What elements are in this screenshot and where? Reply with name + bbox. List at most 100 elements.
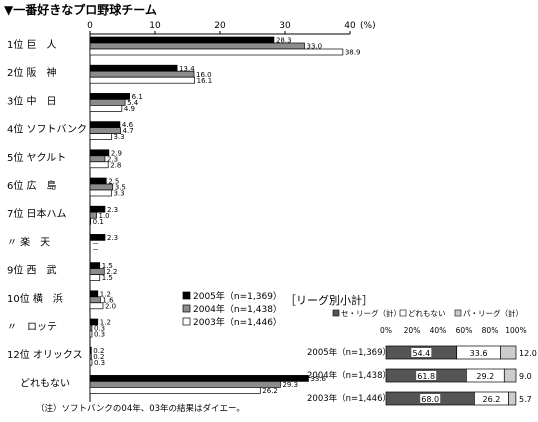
bar-value-label: 2.8 — [110, 161, 121, 169]
bar-value-label: － — [92, 240, 99, 248]
bar-value-label: 28.3 — [276, 37, 292, 45]
league-label-bg — [481, 394, 502, 403]
bar-value-label: 13.4 — [179, 65, 195, 73]
bar-3 — [89, 133, 112, 140]
bar-value-label: 6.1 — [132, 93, 143, 101]
bar-2 — [89, 70, 195, 78]
league-label-bg — [468, 348, 489, 357]
bar-value-label: 38.9 — [345, 49, 361, 57]
league-segment-label: 61.8 — [417, 372, 435, 381]
bar-2 — [89, 211, 97, 219]
bar-value-label: 16.0 — [196, 71, 212, 79]
chart-title: ▼一番好きなプロ野球チーム — [4, 2, 157, 17]
league-legend-label: どれもない — [408, 309, 446, 318]
category-label: 10位 横 浜 — [7, 292, 63, 305]
bar-value-label: 1.6 — [102, 296, 114, 304]
league-segment — [508, 391, 517, 406]
league-segment-label: 29.2 — [476, 372, 494, 381]
category-label: どれもない — [20, 377, 70, 389]
league-segment-label: 33.6 — [470, 349, 488, 358]
bar-value-label: 4.6 — [122, 121, 134, 129]
bar-value-label: 2.3 — [107, 206, 118, 214]
legend-label: 2005年（n=1,369） — [193, 290, 282, 302]
bar-1 — [89, 262, 101, 269]
bar-value-label: 1.5 — [102, 262, 113, 270]
bar-value-label: 2.5 — [108, 178, 119, 186]
bar-value-label: 3.3 — [113, 133, 124, 141]
bar-value-label: 33.0 — [307, 43, 323, 51]
league-legend-label: パ・リーグ（計） — [463, 308, 523, 318]
bar-3 — [89, 274, 101, 281]
bar-2 — [89, 99, 126, 106]
bar-2 — [89, 352, 92, 360]
bar-2 — [89, 296, 101, 304]
category-label: 6位 広 島 — [7, 179, 57, 192]
league-label-bg — [411, 348, 432, 357]
x-tick-label: 0 — [87, 21, 93, 31]
bar-value-label: 3.3 — [113, 190, 124, 198]
bar-1 — [89, 346, 92, 354]
bar-value-label: 1.5 — [102, 274, 113, 282]
bar-value-label: 2.3 — [107, 234, 118, 242]
bar-value-label: 0.3 — [94, 331, 105, 339]
bar-1 — [89, 64, 178, 72]
bar-1 — [89, 121, 121, 128]
bar-value-label: 0.2 — [93, 347, 104, 355]
legend-swatch — [182, 317, 191, 326]
league-segment-label: 5.7 — [519, 395, 532, 404]
legend-swatch — [182, 291, 191, 300]
league-category-label: 2003年（n=1,446） — [307, 393, 391, 404]
bar-1 — [89, 318, 99, 326]
bar-value-label: 0.1 — [93, 218, 104, 226]
league-segment-label: 9.0 — [519, 372, 532, 381]
category-label: 4位 ソフトバンク — [7, 123, 87, 136]
bar-value-label: 1.0 — [99, 212, 110, 220]
league-label-bg — [420, 394, 441, 403]
league-label-bg — [475, 371, 496, 380]
category-label: 3位 中 日 — [7, 94, 57, 107]
bar-value-label: 2.0 — [105, 302, 116, 310]
legend-label: 2003年（n=1,446） — [193, 316, 282, 328]
bar-value-label: 33.6 — [310, 375, 326, 383]
bar-2 — [89, 381, 281, 388]
x-tick-label: 30 — [279, 21, 291, 31]
league-tick-label: 40% — [430, 326, 447, 335]
bar-value-label: 5.4 — [127, 99, 139, 107]
x-axis-unit: (%) — [360, 21, 376, 31]
bar-3 — [89, 330, 93, 338]
bar-value-label: 1.2 — [100, 290, 111, 298]
category-label: 5位 ヤクルト — [7, 151, 66, 164]
bar-value-label: 0.3 — [94, 359, 105, 367]
legend-label: 2004年（n=1,438） — [193, 303, 282, 315]
bar-1 — [89, 290, 99, 298]
bar-2 — [89, 155, 106, 163]
league-tick-label: 100% — [505, 326, 526, 335]
league-category-label: 2005年（n=1,369） — [307, 347, 391, 358]
bar-3 — [89, 217, 91, 225]
category-label: 1位 巨 人 — [7, 38, 57, 51]
category-label: 2位 阪 神 — [7, 66, 57, 79]
bar-value-label: － — [92, 246, 99, 254]
bar-3 — [89, 358, 93, 366]
category-label: 9位 西 武 — [7, 264, 57, 277]
league-category-label: 2004年（n=1,438） — [307, 370, 391, 381]
bar-value-label: 2.9 — [111, 149, 122, 157]
league-segment — [503, 368, 517, 383]
bar-2 — [89, 183, 114, 191]
bar-2 — [89, 42, 305, 50]
bar-3 — [89, 105, 123, 112]
bar-value-label: 16.1 — [197, 77, 213, 85]
bar-value-label: 26.2 — [262, 387, 278, 395]
bar-value-label: 3.5 — [115, 184, 126, 192]
category-label: 〃 ロッテ — [7, 322, 57, 333]
bar-value-label: 4.9 — [124, 105, 135, 113]
league-tick-label: 60% — [456, 326, 473, 335]
bar-value-label: 0.3 — [94, 325, 105, 333]
league-segment-label: 26.2 — [483, 395, 501, 404]
legend-swatch — [182, 304, 191, 313]
bar-3 — [89, 189, 112, 197]
bar-value-label: 0.2 — [93, 353, 104, 361]
bar-value-label: 29.3 — [282, 381, 298, 389]
bar-2 — [89, 324, 93, 332]
category-label: 12位 オリックス — [7, 348, 83, 361]
